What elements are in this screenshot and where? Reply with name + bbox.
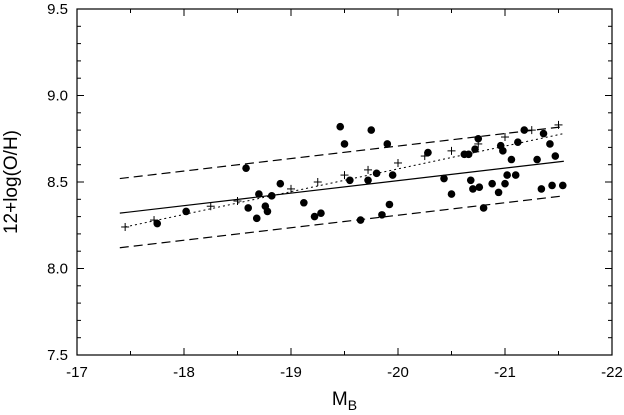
filled-circle-point bbox=[244, 204, 252, 212]
plus-point bbox=[313, 178, 322, 186]
plus-point bbox=[420, 152, 429, 161]
plus-point bbox=[447, 146, 456, 155]
filled-circle-point bbox=[494, 188, 503, 197]
x-axis-label-subscript: B bbox=[348, 397, 357, 413]
filled-circle-point bbox=[267, 192, 276, 200]
filled-circle-point bbox=[385, 200, 394, 209]
y-tick-label: 9.0 bbox=[47, 88, 68, 105]
filled-circle-point bbox=[488, 179, 496, 188]
plus-point bbox=[474, 139, 483, 148]
filled-circle-point bbox=[469, 185, 477, 193]
plus-point bbox=[287, 184, 295, 193]
filled-circle-point bbox=[340, 140, 349, 148]
plus-point bbox=[364, 165, 373, 174]
x-tick-label: -20 bbox=[387, 364, 409, 381]
plot-frame bbox=[76, 8, 613, 356]
filled-circle-point bbox=[447, 190, 456, 198]
x-tick-label: -18 bbox=[173, 364, 195, 381]
y-tick-label: 8.0 bbox=[47, 261, 68, 278]
filled-circle-point bbox=[548, 181, 556, 190]
filled-circle-point bbox=[255, 190, 263, 198]
x-axis-label: MB bbox=[332, 389, 357, 413]
filled-circle-point bbox=[263, 207, 272, 216]
plus-point bbox=[206, 202, 215, 211]
filled-circle-point bbox=[511, 171, 520, 179]
y-axis-label: 12+log(O/H) bbox=[1, 130, 22, 234]
plus-point bbox=[340, 171, 349, 180]
filled-circle-point bbox=[466, 176, 475, 185]
plus-point bbox=[554, 120, 563, 129]
filled-circle-point bbox=[533, 155, 541, 164]
x-tick-label: -22 bbox=[601, 364, 623, 381]
filled-circle-point bbox=[479, 204, 488, 212]
filled-circle-point bbox=[539, 129, 548, 138]
filled-circle-point bbox=[383, 140, 392, 148]
filled-circle-point bbox=[514, 138, 522, 147]
filled-circle-point bbox=[507, 155, 516, 164]
y-tick-label: 8.5 bbox=[47, 174, 68, 191]
filled-circle-point bbox=[356, 216, 365, 224]
filled-circle-point bbox=[364, 176, 372, 185]
filled-circle-point bbox=[276, 179, 285, 188]
x-axis-label-main: M bbox=[332, 389, 348, 410]
filled-circle-point bbox=[499, 147, 507, 155]
y-tick-label: 9.5 bbox=[47, 1, 68, 18]
plus-point bbox=[121, 222, 130, 231]
filled-circle-point bbox=[242, 164, 250, 172]
filled-circle-point bbox=[310, 212, 319, 221]
x-tick-label: -21 bbox=[494, 364, 516, 381]
dashed-line-1 bbox=[119, 126, 564, 180]
filled-circle-point bbox=[346, 176, 354, 185]
filled-circle-point bbox=[388, 171, 397, 179]
filled-circle-point bbox=[520, 126, 529, 134]
y-tick-label: 7.5 bbox=[47, 347, 68, 364]
filled-circle-point bbox=[501, 179, 509, 188]
filled-circle-point bbox=[336, 122, 345, 131]
filled-circle-point bbox=[153, 219, 162, 228]
filled-circle-point bbox=[252, 214, 261, 223]
filled-circle-point bbox=[551, 152, 560, 160]
filled-circle-point bbox=[537, 185, 546, 193]
filled-circle-point bbox=[367, 126, 376, 134]
data-points bbox=[121, 120, 567, 231]
x-tick-label: -17 bbox=[66, 364, 88, 381]
plus-point bbox=[501, 133, 509, 142]
filled-circle-point bbox=[503, 171, 511, 179]
filled-circle-point bbox=[471, 145, 479, 153]
plus-point bbox=[394, 158, 402, 167]
x-tick-label: -19 bbox=[280, 364, 302, 381]
filled-circle-point bbox=[558, 181, 567, 190]
trend-lines bbox=[119, 126, 564, 249]
plus-point bbox=[233, 197, 242, 206]
dashed-line-2 bbox=[119, 195, 564, 249]
filled-circle-point bbox=[440, 174, 448, 183]
filled-circle-point bbox=[182, 207, 190, 216]
solid-line-0 bbox=[119, 160, 564, 214]
filled-circle-point bbox=[300, 198, 308, 207]
plus-point bbox=[150, 216, 159, 225]
filled-circle-point bbox=[474, 134, 483, 143]
filled-circle-point bbox=[475, 183, 484, 191]
plus-point bbox=[527, 126, 536, 135]
filled-circle-point bbox=[464, 150, 473, 159]
filled-circle-point bbox=[317, 209, 325, 217]
axis-ticks: -17 -18 -19 -20 -21 -22 7.5 8.0 8.5 9.0 9.5 bbox=[47, 1, 623, 381]
filled-circle-point bbox=[378, 211, 386, 219]
filled-circle-point bbox=[372, 169, 381, 178]
filled-circle-point bbox=[424, 148, 432, 157]
filled-circle-point bbox=[546, 140, 554, 148]
